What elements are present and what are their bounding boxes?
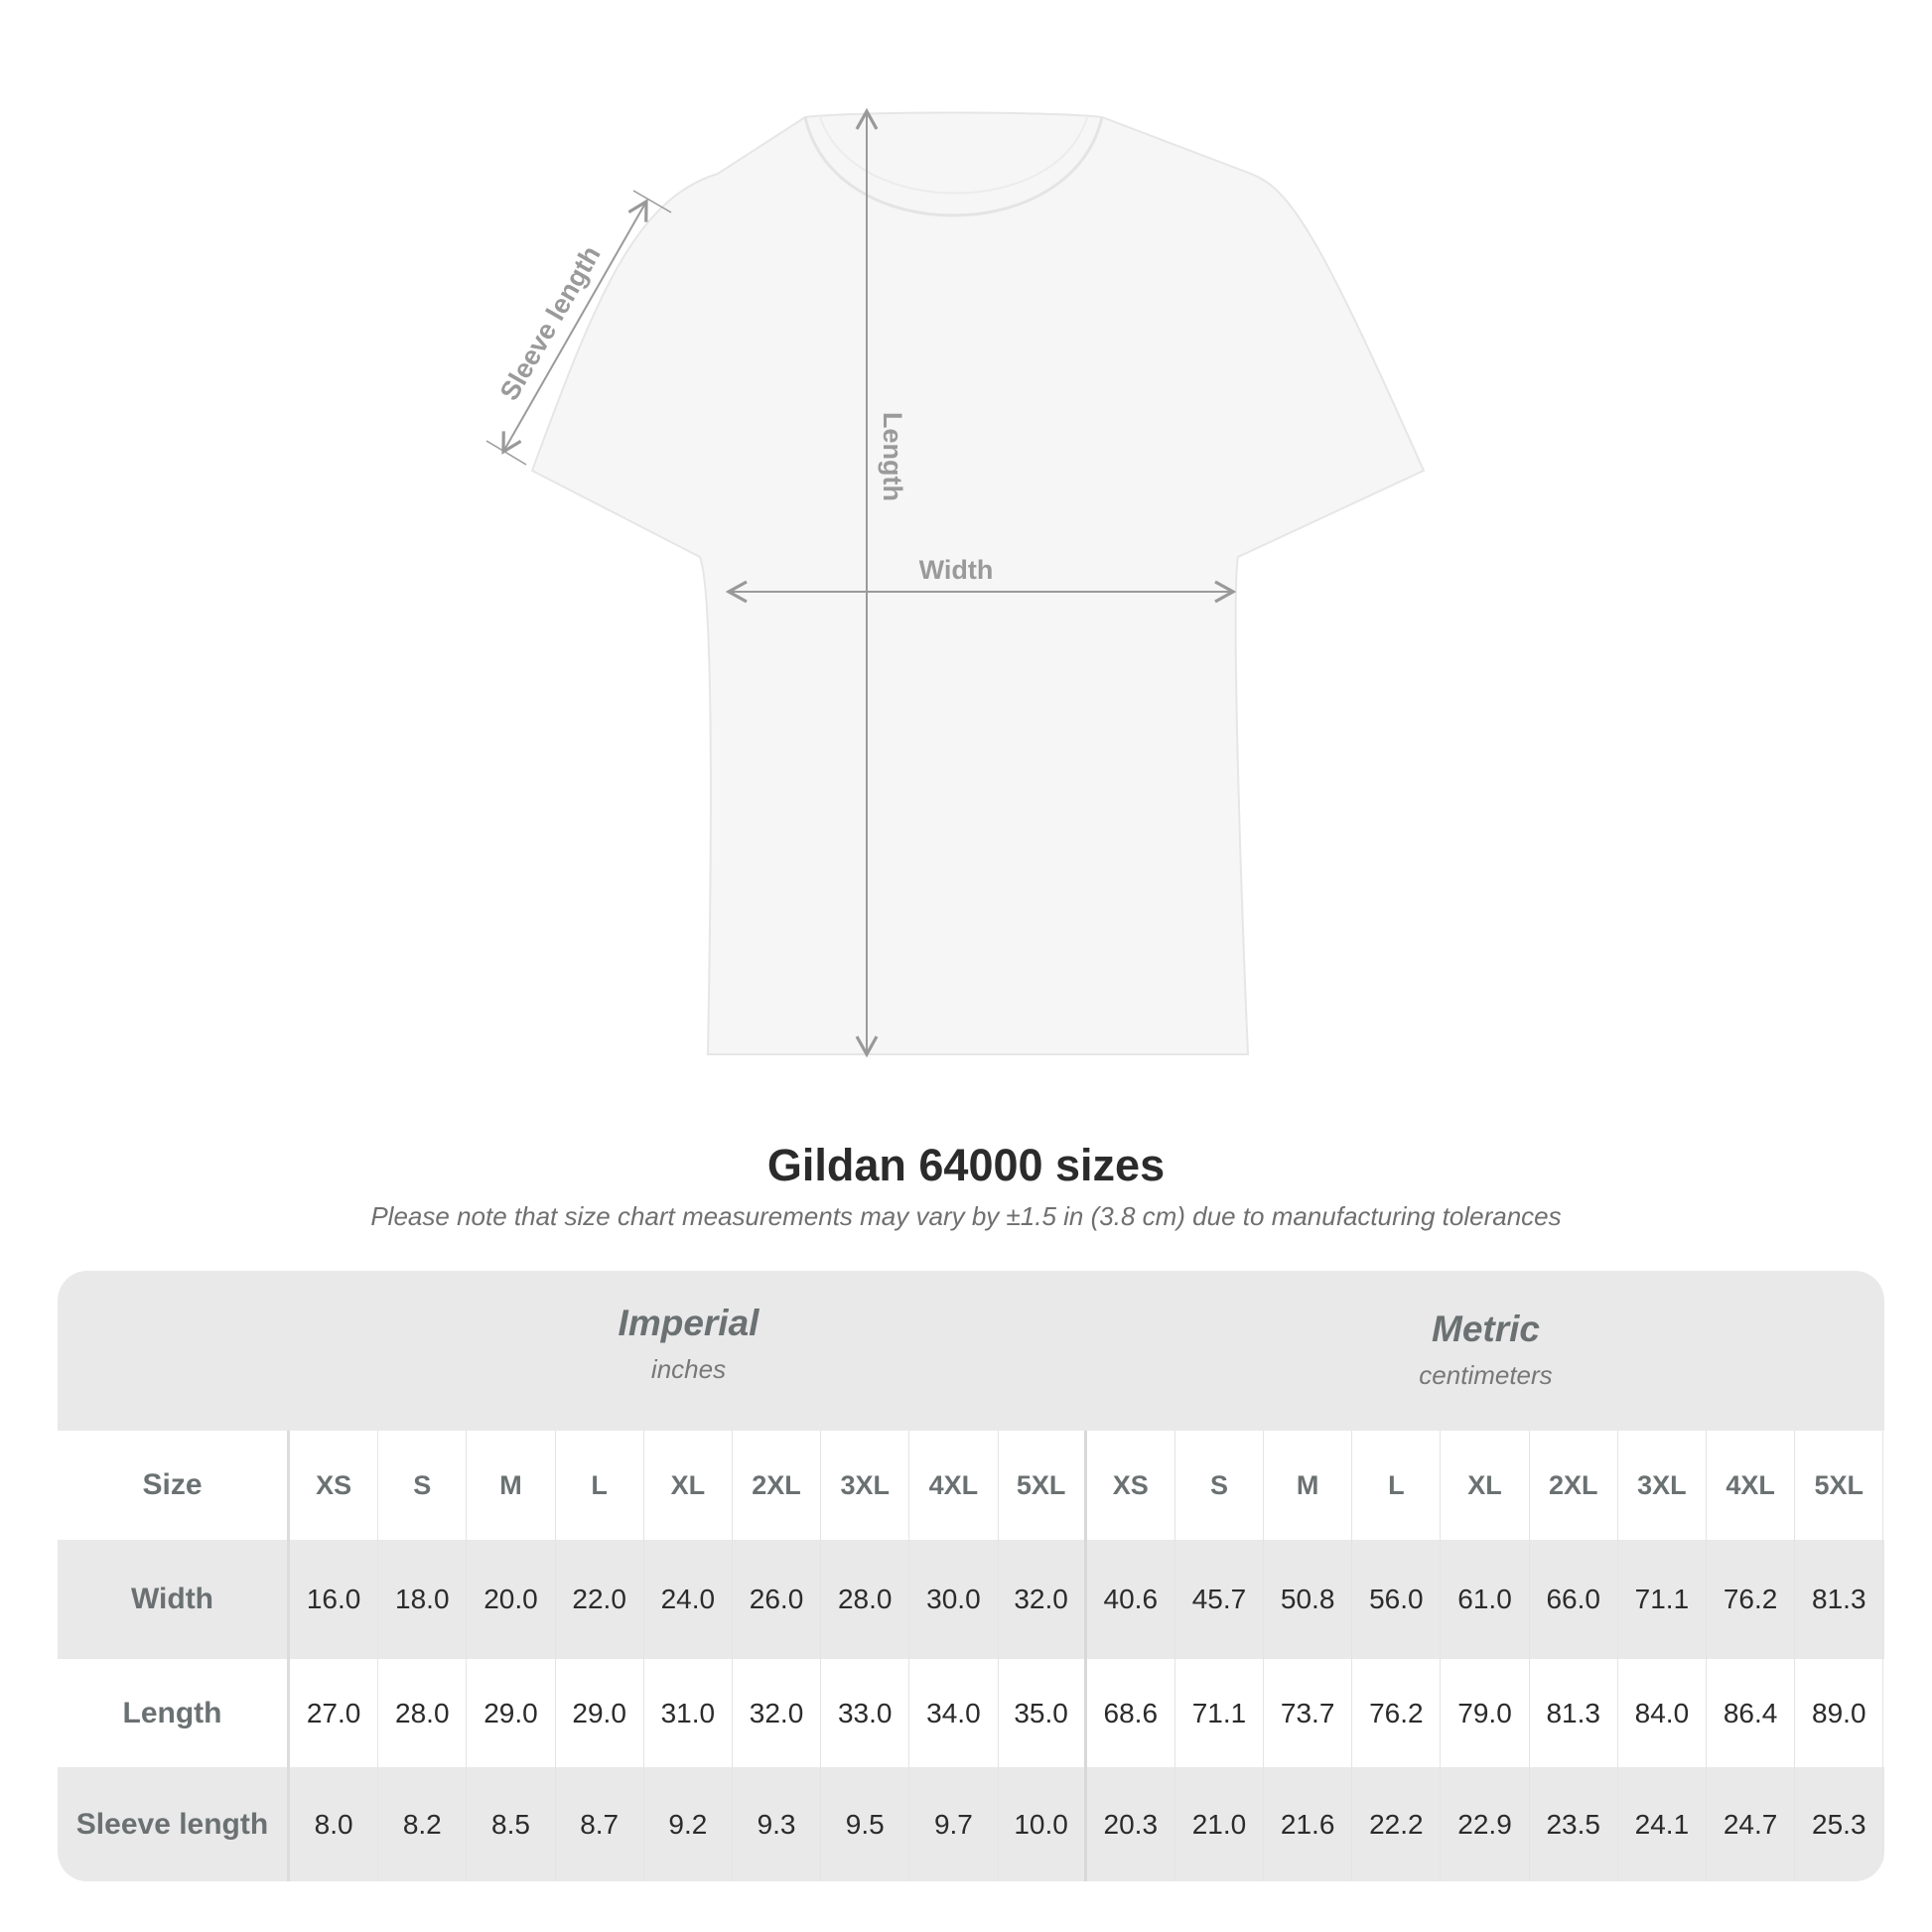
table-cell: 21.6 [1264, 1767, 1353, 1881]
table-cell: 68.6 [1087, 1659, 1175, 1767]
size-header-cell: S [378, 1431, 468, 1540]
table-cell: 24.1 [1618, 1767, 1707, 1881]
size-table: Imperial inches Metric centimeters Size … [58, 1271, 1884, 1881]
sleeve-arrow [501, 199, 648, 455]
table-cell: 29.0 [467, 1659, 556, 1767]
imperial-title: Imperial [618, 1303, 759, 1343]
size-header-cell: M [467, 1431, 556, 1540]
row-label: Sleeve length [58, 1767, 290, 1881]
size-header-cell: 2XL [733, 1431, 822, 1540]
table-cell: 73.7 [1264, 1659, 1353, 1767]
table-row: Sleeve length 8.0 8.2 8.5 8.7 9.2 9.3 9.5 9.7 10.… [58, 1767, 1884, 1881]
table-cell: 81.3 [1795, 1540, 1884, 1659]
row-label: Width [58, 1540, 290, 1659]
size-header-cell: 5XL [1795, 1431, 1884, 1540]
size-header-cell: XS [290, 1431, 379, 1540]
table-cell: 33.0 [821, 1659, 910, 1767]
table-cell: 50.8 [1264, 1540, 1353, 1659]
table-cell: 27.0 [290, 1659, 379, 1767]
table-cell: 8.0 [290, 1767, 379, 1881]
table-cell: 34.0 [909, 1659, 999, 1767]
imperial-header: Imperial inches [290, 1303, 1087, 1385]
imperial-unit: inches [650, 1354, 727, 1384]
table-cell: 81.3 [1530, 1659, 1618, 1767]
table-cell: 22.9 [1441, 1767, 1530, 1881]
table-cell: 20.0 [467, 1540, 556, 1659]
table-cell: 25.3 [1795, 1767, 1884, 1881]
table-row: Width 16.0 18.0 20.0 22.0 24.0 26.0 28.0 30.0 32.… [58, 1540, 1884, 1659]
table-cell: 24.7 [1707, 1767, 1796, 1881]
size-header-cell: 4XL [1707, 1431, 1796, 1540]
metric-header: Metric centimeters [1087, 1309, 1884, 1391]
table-cell: 61.0 [1441, 1540, 1530, 1659]
size-header-cell: XL [1441, 1431, 1530, 1540]
table-row: Length 27.0 28.0 29.0 29.0 31.0 32.0 33.0 34.0 35… [58, 1659, 1884, 1767]
tshirt-diagram: Sleeve length Length Width [485, 107, 1426, 1058]
table-cell: 76.2 [1352, 1659, 1442, 1767]
size-header-cell: 2XL [1530, 1431, 1618, 1540]
table-cell: 31.0 [644, 1659, 733, 1767]
table-cell: 9.7 [909, 1767, 999, 1881]
metric-unit: centimeters [1419, 1360, 1553, 1390]
table-cell: 9.3 [733, 1767, 822, 1881]
table-cell: 20.3 [1087, 1767, 1175, 1881]
size-header-cell: S [1175, 1431, 1265, 1540]
table-cell: 45.7 [1175, 1540, 1265, 1659]
size-header-cell: XL [644, 1431, 733, 1540]
table-cell: 24.0 [644, 1540, 733, 1659]
table-cell: 28.0 [821, 1540, 910, 1659]
table-cell: 76.2 [1707, 1540, 1796, 1659]
size-header-cell: 3XL [821, 1431, 910, 1540]
table-cell: 8.7 [556, 1767, 644, 1881]
size-header-cell: XS [1087, 1431, 1175, 1540]
size-header-cell: 5XL [999, 1431, 1087, 1540]
length-label: Length [878, 412, 907, 501]
table-cell: 35.0 [999, 1659, 1087, 1767]
table-cell: 16.0 [290, 1540, 379, 1659]
table-cell: 66.0 [1530, 1540, 1618, 1659]
table-cell: 9.2 [644, 1767, 733, 1881]
size-header-cell: 4XL [909, 1431, 999, 1540]
table-cell: 32.0 [999, 1540, 1087, 1659]
size-label: Size [58, 1431, 290, 1540]
table-cell: 79.0 [1441, 1659, 1530, 1767]
table-cell: 8.5 [467, 1767, 556, 1881]
table-cell: 86.4 [1707, 1659, 1796, 1767]
table-cell: 30.0 [909, 1540, 999, 1659]
width-label: Width [919, 555, 994, 585]
table-cell: 56.0 [1352, 1540, 1442, 1659]
table-cell: 40.6 [1087, 1540, 1175, 1659]
table-cell: 71.1 [1175, 1659, 1265, 1767]
table-cell: 22.2 [1352, 1767, 1442, 1881]
table-cell: 26.0 [733, 1540, 822, 1659]
table-cell: 21.0 [1175, 1767, 1265, 1881]
table-cell: 84.0 [1618, 1659, 1707, 1767]
table-cell: 10.0 [999, 1767, 1087, 1881]
table-cell: 23.5 [1530, 1767, 1618, 1881]
table-cell: 8.2 [378, 1767, 468, 1881]
table-cell: 28.0 [378, 1659, 468, 1767]
table-cell: 71.1 [1618, 1540, 1707, 1659]
size-header-cell: L [1352, 1431, 1442, 1540]
table-cell: 18.0 [378, 1540, 468, 1659]
size-row: Size XS S M L XL 2XL 3XL 4XL 5XL XS S M L XL 2XL 3XL 4XL… [58, 1431, 1884, 1540]
table-cell: 9.5 [821, 1767, 910, 1881]
table-cell: 89.0 [1795, 1659, 1884, 1767]
page-title: Gildan 64000 sizes [766, 1140, 1166, 1190]
tolerance-note: Please note that size chart measurements… [370, 1201, 1562, 1231]
metric-title: Metric [1432, 1309, 1540, 1349]
table-cell: 32.0 [733, 1659, 822, 1767]
row-label: Length [58, 1659, 290, 1767]
table-header: Imperial inches Metric centimeters [58, 1271, 1884, 1431]
size-header-cell: 3XL [1618, 1431, 1707, 1540]
size-header-cell: L [556, 1431, 644, 1540]
tshirt-collar [803, 116, 1104, 217]
table-cell: 22.0 [556, 1540, 644, 1659]
table-cell: 29.0 [556, 1659, 644, 1767]
size-header-cell: M [1264, 1431, 1353, 1540]
